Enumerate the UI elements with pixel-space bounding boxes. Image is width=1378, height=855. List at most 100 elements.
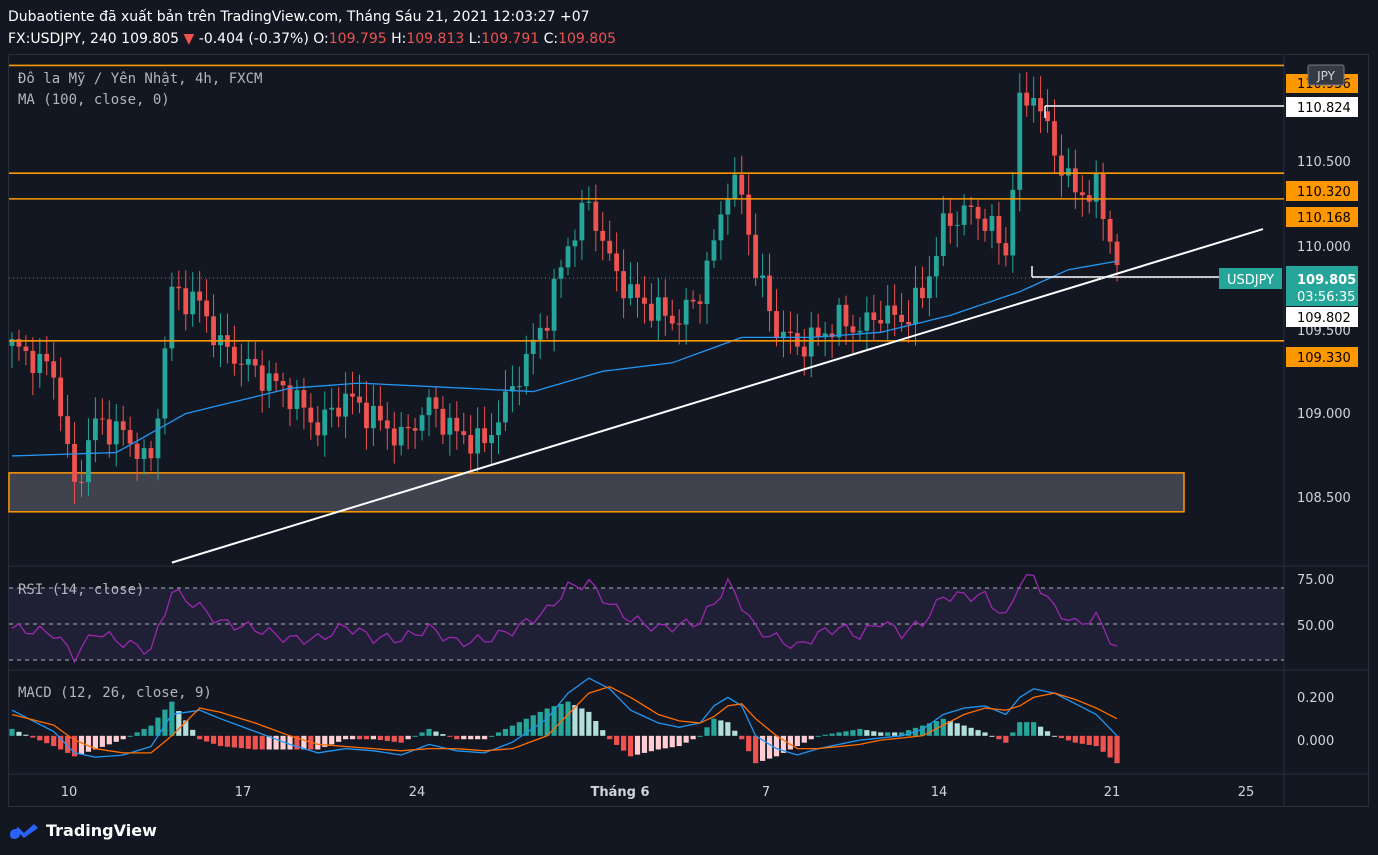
- candle-body: [155, 418, 161, 459]
- macd-histogram-bar: [836, 732, 842, 736]
- macd-histogram-bar: [363, 735, 370, 740]
- candle-body: [600, 230, 606, 241]
- candle-body: [1066, 168, 1071, 176]
- macd-histogram-bar: [600, 730, 606, 736]
- macd-histogram-bar: [16, 731, 22, 736]
- macd-histogram-bar: [426, 728, 432, 736]
- candle-body: [1114, 241, 1120, 266]
- macd-histogram-bar: [607, 735, 613, 740]
- candle-body: [690, 299, 696, 302]
- main-legend-title: Đô la Mỹ / Yên Nhật, 4h, FXCM: [18, 71, 262, 87]
- macd-histogram-bar: [329, 735, 335, 745]
- macd-histogram-bar: [899, 732, 905, 736]
- candle-body: [72, 443, 77, 482]
- svg-text:109.802: 109.802: [1297, 311, 1351, 326]
- macd-histogram-bar: [878, 732, 884, 736]
- macd-histogram-bar: [732, 730, 738, 736]
- candle-body: [649, 303, 654, 321]
- candle-body: [343, 393, 348, 417]
- candle-body: [760, 275, 765, 278]
- macd-histogram-bar: [961, 725, 967, 736]
- brand[interactable]: TradingView: [8, 821, 157, 840]
- x-tick-month: Tháng 6: [590, 785, 649, 800]
- rsi-band-fill: [9, 588, 1284, 660]
- candle-body: [371, 405, 376, 429]
- macd-histogram-bar: [655, 735, 661, 750]
- demand-zone-rect[interactable]: [8, 472, 1185, 513]
- macd-histogram-bar: [1107, 735, 1113, 758]
- macd-histogram-bar: [940, 718, 946, 736]
- y-tick: 109.000: [1297, 407, 1351, 422]
- candle-body: [635, 284, 640, 298]
- macd-histogram-bar: [1072, 735, 1078, 743]
- candle-body: [982, 218, 988, 231]
- close-label: C:: [543, 31, 559, 47]
- macd-histogram-bar: [51, 735, 57, 747]
- candle-body: [162, 348, 168, 419]
- chart-frame[interactable]: [8, 54, 1369, 807]
- candle-body: [628, 284, 633, 299]
- candle-body: [551, 278, 557, 331]
- macd-histogram-bar: [829, 733, 835, 736]
- candle-body: [1079, 192, 1085, 196]
- candle-body: [106, 419, 112, 445]
- ma-legend: MA (100, close, 0): [18, 92, 170, 108]
- macd-histogram-bar: [1031, 722, 1037, 736]
- candle-body: [475, 428, 481, 454]
- macd-histogram-bar: [252, 735, 258, 750]
- candle-body: [642, 297, 647, 304]
- candle-body: [885, 305, 891, 324]
- macd-histogram-bar: [78, 735, 85, 755]
- candle-body: [808, 327, 814, 357]
- currency-badge[interactable]: JPY: [1307, 64, 1345, 86]
- macd-histogram-bar: [197, 735, 203, 740]
- macd-histogram-bar: [1044, 731, 1051, 736]
- svg-text:110.824: 110.824: [1297, 101, 1351, 116]
- macd-histogram-bar: [9, 728, 15, 736]
- macd-histogram-bar: [690, 735, 696, 740]
- candle-body: [523, 353, 529, 387]
- candle-body: [336, 407, 342, 417]
- macd-histogram-bar: [356, 735, 363, 740]
- candle-body: [454, 417, 460, 432]
- candle-body: [899, 314, 904, 322]
- symbol-quote-line: FX:USDJPY, 240 109.805 ▼ -0.404 (-0.37%)…: [8, 31, 616, 47]
- candle-body: [245, 358, 251, 365]
- macd-histogram-bar: [905, 730, 912, 736]
- candle-body: [1010, 189, 1016, 256]
- macd-histogram-bar: [30, 735, 36, 738]
- candle-body: [238, 363, 244, 365]
- macd-histogram-bar: [641, 735, 648, 753]
- macd-histogram-bar: [593, 721, 599, 736]
- last-price: 109.805: [121, 31, 180, 47]
- macd-histogram-bar: [579, 708, 585, 736]
- macd-histogram-bar: [746, 735, 752, 752]
- ascending-trendline[interactable]: [171, 228, 1264, 564]
- svg-text:03:56:35: 03:56:35: [1297, 290, 1355, 305]
- macd-histogram-bar: [523, 718, 529, 736]
- macd-histogram-bar: [697, 735, 703, 737]
- candle-body: [433, 397, 439, 409]
- candle-body: [857, 330, 863, 333]
- candle-body: [141, 448, 147, 459]
- y-tick: 108.500: [1297, 491, 1351, 506]
- symbol-tag[interactable]: USDJPY: [1219, 268, 1282, 289]
- macd-histogram-bar: [711, 718, 717, 736]
- macd-histogram-bar: [669, 735, 675, 748]
- macd-histogram-bar: [753, 735, 759, 764]
- macd-histogram-bar: [502, 728, 509, 736]
- candle-body: [871, 312, 877, 321]
- candle-body: [30, 350, 36, 374]
- macd-histogram-bar: [1065, 735, 1071, 741]
- macd-histogram-bar: [871, 731, 877, 736]
- candle-body: [697, 301, 703, 304]
- macd-histogram-bar: [1017, 722, 1023, 736]
- macd-histogram-bar: [238, 735, 244, 749]
- rsi-legend: RSI (14, close): [18, 582, 144, 598]
- close-value: 109.805: [558, 31, 617, 47]
- candle-body: [197, 291, 203, 301]
- candle-body: [669, 315, 675, 324]
- candle-body: [1045, 111, 1050, 122]
- macd-histogram-bar: [885, 732, 891, 736]
